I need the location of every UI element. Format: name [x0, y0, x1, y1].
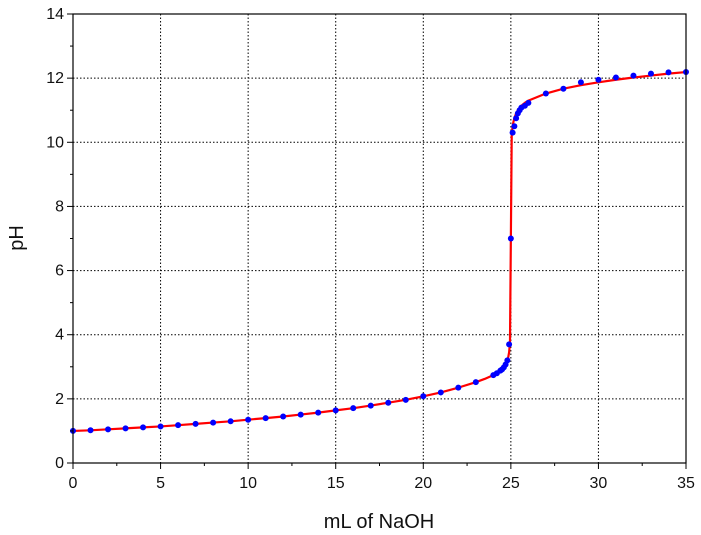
x-tick-label: 20: [414, 475, 432, 492]
data-point: [385, 399, 392, 406]
x-tick-label: 5: [156, 475, 165, 492]
x-tick-label: 10: [239, 475, 257, 492]
data-point: [647, 70, 654, 77]
data-point: [612, 74, 619, 81]
data-point: [665, 69, 672, 76]
ticks-layer: 0 5 10 15 20 25 30 35 0 2 4 6 8 10 12 14: [46, 6, 695, 492]
data-point: [175, 422, 182, 429]
y-tick-label: 12: [46, 70, 64, 87]
plot-frame: [72, 13, 687, 464]
data-point: [157, 423, 164, 430]
data-point: [367, 402, 374, 409]
y-tick-label: 8: [55, 198, 64, 215]
axes-layer: [72, 13, 687, 464]
data-point: [87, 427, 94, 434]
data-point: [542, 90, 549, 97]
data-point: [507, 235, 514, 242]
x-tick-label: 25: [502, 475, 520, 492]
data-point: [315, 409, 322, 416]
data-point: [577, 79, 584, 86]
y-tick-label: 2: [55, 391, 64, 408]
data-point: [350, 405, 357, 412]
y-tick-label: 10: [46, 134, 64, 151]
fit-curve: [71, 70, 688, 433]
data-point: [262, 415, 269, 422]
data-point: [472, 379, 479, 386]
data-point: [506, 341, 513, 348]
data-point: [280, 413, 287, 420]
data-point: [513, 115, 520, 122]
data-point: [245, 416, 252, 423]
grid-layer: [73, 14, 686, 463]
x-tick-label: 35: [677, 475, 695, 492]
points-layer: [70, 69, 689, 434]
data-point: [105, 426, 112, 433]
x-tick-label: 15: [327, 475, 345, 492]
data-point: [297, 411, 304, 418]
data-point: [122, 425, 129, 432]
data-point: [595, 76, 602, 83]
data-point: [140, 424, 147, 431]
x-tick-label: 0: [69, 475, 78, 492]
data-point: [511, 123, 518, 130]
data-point: [210, 419, 217, 426]
data-point: [525, 99, 532, 106]
data-point: [560, 85, 567, 92]
data-point: [420, 393, 427, 400]
data-point: [630, 72, 637, 79]
x-tick-label: 30: [590, 475, 608, 492]
y-tick-label: 6: [55, 263, 64, 280]
data-point: [437, 389, 444, 396]
y-tick-label: 14: [46, 6, 64, 23]
data-point: [332, 407, 339, 414]
x-axis-label: mL of NaOH: [324, 511, 434, 533]
y-axis-label: pH: [6, 225, 28, 251]
data-point: [455, 384, 462, 391]
curve-layer: [71, 70, 688, 433]
data-point: [227, 418, 234, 425]
y-tick-label: 0: [55, 455, 64, 472]
data-point: [509, 129, 516, 136]
data-point: [402, 396, 409, 403]
y-tick-label: 4: [55, 327, 64, 344]
data-point: [504, 357, 511, 364]
data-point: [192, 420, 199, 427]
